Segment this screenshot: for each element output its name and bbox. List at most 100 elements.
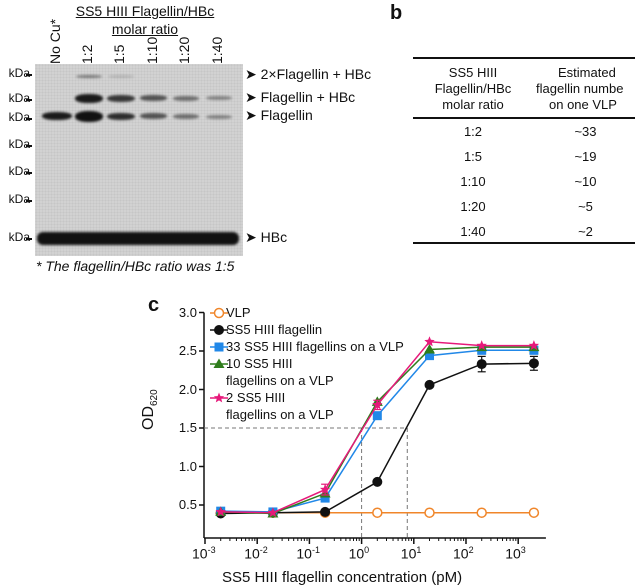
band [173, 114, 199, 119]
band [107, 95, 135, 102]
table-cell: ~10 [574, 174, 597, 189]
legend-marker [213, 358, 225, 368]
y-tick-label: 1.0 [178, 458, 197, 474]
data-point [372, 507, 383, 518]
arrow-icon: ➤ [245, 107, 261, 123]
kda-label: kDa [8, 230, 30, 244]
table-cell: ~33 [574, 124, 597, 139]
band-label-text: 2×Flagellin + HBc [260, 66, 372, 82]
y-tick-label: 0.5 [178, 497, 197, 512]
legend-label: VLP [226, 305, 251, 320]
x-tick-label: 100 [348, 545, 370, 562]
marker-tick [26, 99, 32, 101]
legend-label: 2 SS5 HIII [226, 390, 286, 405]
data-point [424, 379, 435, 390]
table-top-rule [413, 57, 635, 59]
header-text: Flagellin/HBc [434, 81, 512, 96]
data-point [476, 507, 487, 518]
kda-label: kDa [8, 137, 30, 151]
y-tick-label: 3.0 [178, 304, 197, 320]
data-point [528, 507, 540, 518]
x-tick-exponent: 1 [416, 545, 422, 555]
y-tick-label: 1.5 [178, 420, 197, 435]
table-cell: 1:2 [463, 124, 483, 139]
data-point [528, 358, 539, 369]
gel-image [35, 64, 243, 256]
band [173, 96, 199, 101]
band-label-text: Flagellin + HBc [260, 89, 356, 105]
band [42, 112, 72, 120]
band [206, 115, 232, 119]
data-point [267, 507, 279, 518]
x-tick-exponent: -3 [207, 545, 216, 555]
header-text: on one VLP [549, 97, 617, 112]
table-cell: 1:20 [460, 199, 486, 214]
legend-marker [214, 325, 224, 335]
legend-label: 33 SS5 HIII flagellins on a VLP [226, 339, 404, 354]
table-cell: ~2 [578, 224, 593, 239]
data-point [372, 476, 383, 487]
legend-label: 10 SS5 HIII [226, 356, 293, 371]
data-point [424, 507, 435, 518]
x-tick-label: 10-3 [192, 545, 216, 562]
panel-label-c: c [148, 294, 160, 316]
gel-header: SS5 HIII Flagellin/HBc molar ratio [70, 2, 220, 38]
marker-tick [26, 145, 32, 147]
legend-marker [213, 392, 225, 403]
gel-footnote: * The flagellin/HBc ratio was 1:5 [36, 258, 235, 274]
legend-label: flagellins on a VLP [226, 373, 334, 388]
y-tick-label: 2.5 [178, 343, 197, 358]
header-text: Estimated [558, 65, 616, 80]
data-point [215, 506, 226, 517]
data-point [476, 340, 487, 351]
band [107, 113, 135, 120]
table-cell: ~19 [574, 149, 597, 164]
table-cell: 1:10 [460, 174, 486, 189]
data-point [424, 336, 435, 347]
band-label: ➤ Flagellin [245, 107, 313, 124]
x-tick-exponent: -1 [311, 545, 320, 555]
kda-label: kDa [8, 164, 30, 178]
legend-label: flagellins on a VLP [226, 407, 334, 422]
band [108, 75, 134, 78]
band [140, 95, 167, 101]
band [37, 232, 239, 245]
band [206, 96, 232, 100]
gel-header-line2: molar ratio [111, 21, 179, 37]
legend-marker [213, 307, 225, 319]
header-text: SS5 HIII [448, 65, 498, 80]
band-label-text: Flagellin [260, 107, 313, 123]
marker-tick [26, 200, 32, 202]
x-tick-exponent: 3 [520, 545, 526, 555]
marker-tick [26, 238, 32, 240]
x-axis-label: SS5 HIII flagellin concentration (pM) [222, 569, 463, 586]
legend-label: SS5 HIII flagellin [226, 322, 323, 337]
table-header: SS5 HIII Flagellin/HBc molar ratio [413, 65, 533, 113]
data-point [425, 351, 435, 361]
kda-label: kDa [8, 66, 30, 80]
band [76, 75, 102, 78]
header-text: flagellin numbe [536, 81, 624, 96]
x-tick-label: 101 [400, 545, 422, 562]
y-tick-label: 2.0 [178, 381, 197, 397]
table-cell: ~5 [578, 199, 593, 214]
band [75, 94, 103, 103]
gel-header-line1: SS5 HIII Flagellin/HBc [75, 3, 215, 19]
marker-tick [26, 118, 32, 120]
table-cell: 1:40 [460, 224, 486, 239]
x-tick-exponent: 0 [364, 545, 370, 555]
band [140, 113, 167, 119]
kda-label: kDa [8, 91, 30, 105]
data-point [372, 411, 382, 421]
header-text: molar ratio [442, 97, 504, 112]
table-header: Estimated flagellin numbe on one VLP [536, 65, 635, 113]
data-point [319, 484, 331, 494]
marker-tick [26, 74, 32, 76]
kda-label: kDa [8, 110, 30, 124]
panel-label-b: b [390, 2, 403, 24]
data-point [320, 506, 331, 517]
table-bottom-rule [413, 242, 635, 244]
legend-marker [214, 342, 224, 352]
data-point [528, 340, 540, 351]
band [75, 111, 103, 122]
